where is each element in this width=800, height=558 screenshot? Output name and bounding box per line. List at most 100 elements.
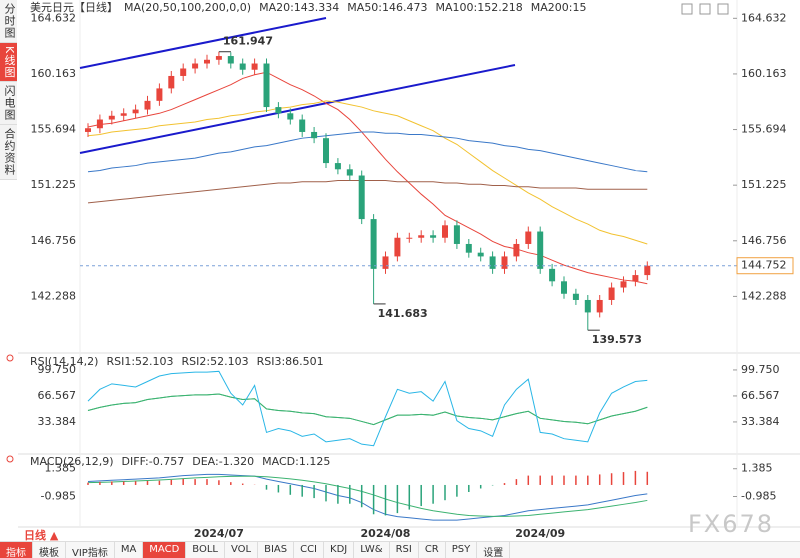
y-tick-label: 33.384	[741, 415, 780, 428]
candle-body	[549, 268, 556, 282]
y-tick-label: 142.288	[31, 289, 77, 302]
toolbar-tab[interactable]: CCI	[294, 542, 325, 558]
legend-entry: MA20:143.334	[259, 1, 339, 14]
toolbar-tab[interactable]: BOLL	[186, 542, 225, 558]
icon[interactable]	[681, 3, 693, 15]
candle-body	[311, 131, 318, 139]
trend-line	[79, 64, 516, 154]
toolbar-tab[interactable]: MACD	[143, 542, 187, 558]
toolbar-tab[interactable]: VIP指标	[66, 542, 115, 558]
last-price-box	[736, 257, 794, 275]
candle-body	[251, 63, 258, 70]
candle-body	[513, 243, 520, 257]
y-tick-label: 155.694	[31, 123, 77, 136]
y-tick-label: -0.985	[41, 490, 76, 503]
legend-entry: DEA:-1.320	[192, 455, 254, 468]
chart-title: 美元日元【日线】	[30, 0, 118, 14]
candle-body	[358, 175, 365, 220]
icon[interactable]	[6, 354, 14, 362]
candle-body	[132, 109, 139, 114]
toolbar-tab[interactable]: MA	[115, 542, 144, 558]
candle-body	[239, 63, 246, 70]
sidebar-tab[interactable]: 闪电图	[0, 82, 17, 126]
candle-body	[418, 235, 425, 238]
indicator-line	[87, 71, 648, 285]
candle-body	[108, 115, 115, 120]
candle-body	[287, 113, 294, 120]
candle-body	[96, 119, 103, 129]
legend-entry: MA50:146.473	[347, 1, 427, 14]
legend-entry: MACD(26,12,9)	[30, 455, 114, 468]
toolbar-tab[interactable]: 设置	[477, 542, 511, 558]
toolbar-tab[interactable]: 模板	[33, 542, 66, 558]
candle-body	[120, 113, 127, 116]
sidebar-tab[interactable]: 合约资料	[0, 125, 17, 181]
candle-body	[442, 225, 448, 238]
toolbar-tab[interactable]: BIAS	[258, 542, 295, 558]
toolbar-tab[interactable]: RSI	[390, 542, 419, 558]
sidebar-tab[interactable]: 分时图	[0, 0, 17, 43]
candle-body	[323, 138, 329, 164]
toolbar-tab[interactable]: 指标	[0, 542, 33, 558]
watermark: FX678	[688, 510, 775, 538]
candle-body	[453, 225, 460, 244]
toolbar-tab[interactable]: PSY	[446, 542, 478, 558]
indicator-line	[87, 180, 648, 204]
y-tick-label: 1.385	[741, 462, 773, 475]
legend-title: MA(20,50,100,200,0,0)	[124, 1, 251, 14]
indicator-line	[87, 473, 648, 521]
y-tick-label: 99.750	[741, 363, 780, 376]
candle-body	[85, 128, 91, 132]
x-tick-label: 2024/08	[361, 527, 411, 540]
icon[interactable]	[699, 3, 711, 15]
toolbar-tab[interactable]: CR	[419, 542, 446, 558]
y-tick-label: 155.694	[741, 123, 787, 136]
period-selector[interactable]: 日线 ▲	[24, 529, 59, 542]
candle-body	[168, 75, 175, 89]
candle-body	[144, 100, 151, 110]
y-tick-label: 1.385	[45, 462, 77, 475]
toolbar-tab[interactable]: KDJ	[324, 542, 355, 558]
candle-body	[156, 88, 163, 101]
extreme-label: 139.573	[592, 333, 642, 346]
y-tick-label: 33.384	[38, 415, 77, 428]
indicator-toolbar: 指标 模板 VIP指标 MA MACD BOLL VOL BIAS CCI KDJ LW& RSI CR…	[0, 541, 800, 558]
indicator-line	[87, 393, 648, 426]
indicator-line	[87, 131, 648, 173]
y-tick-label: 160.163	[741, 67, 787, 80]
y-tick-label: 164.632	[31, 11, 77, 24]
indicator-line	[87, 370, 648, 447]
y-tick-label: 151.225	[741, 178, 787, 191]
candle-body	[192, 63, 199, 69]
legend-entry: MA200:15	[531, 1, 587, 14]
candle-body	[346, 169, 353, 176]
legend-entry: DIFF:-0.757	[122, 455, 185, 468]
indicator-line	[87, 475, 648, 517]
extreme-label: 141.683	[378, 307, 428, 320]
sidebar-tab[interactable]: K线图	[0, 43, 17, 83]
toolbar-tab[interactable]: LW&	[354, 542, 390, 558]
y-tick-label: -0.985	[741, 490, 776, 503]
candle-body	[644, 265, 651, 276]
toolbar-tab[interactable]: VOL	[225, 542, 259, 558]
sidebar: 分时图 K线图 闪电图 合约资料	[0, 0, 17, 200]
candle-body	[584, 299, 591, 313]
y-tick-label: 160.163	[31, 67, 77, 80]
candle-body	[501, 256, 508, 269]
candle-body	[215, 56, 222, 60]
icon[interactable]	[6, 455, 14, 463]
x-tick-label: 2024/09	[515, 527, 565, 540]
candle-body	[334, 163, 341, 170]
y-tick-label: 164.632	[741, 11, 787, 24]
candle-body	[477, 252, 484, 257]
candle-body	[382, 256, 389, 269]
candle-body	[632, 275, 639, 282]
toolbar-icons[interactable]	[681, 3, 729, 15]
candle-body	[263, 63, 270, 108]
extreme-label: 161.947	[223, 35, 273, 48]
icon[interactable]	[717, 3, 729, 15]
y-tick-label: 146.756	[31, 234, 77, 247]
